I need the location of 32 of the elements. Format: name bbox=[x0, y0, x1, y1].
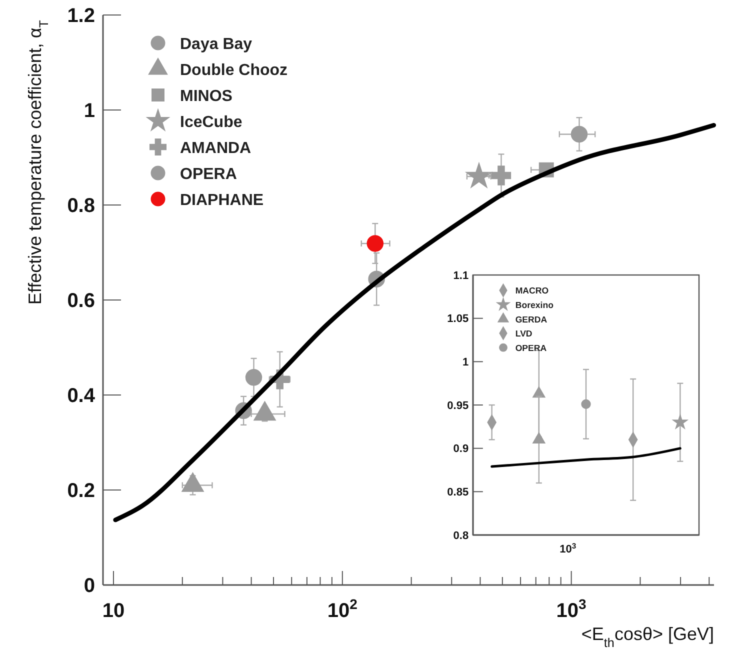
legend-label: DIAPHANE bbox=[180, 192, 264, 209]
y-tick-label: 1 bbox=[84, 100, 95, 122]
x-tick-label: 10 bbox=[102, 600, 125, 622]
y-tick-label: 0.95 bbox=[447, 400, 469, 412]
y-tick-label: 0.4 bbox=[67, 385, 96, 407]
y-tick-label: 0.8 bbox=[67, 195, 95, 217]
annotation: 10$^{3}$ bbox=[560, 541, 576, 556]
legend-label: IceCube bbox=[180, 114, 242, 131]
x-axis-title: <E$_{th}$cosθ> [GeV] bbox=[581, 624, 714, 649]
legend-label: GERDA bbox=[515, 314, 548, 324]
y-tick-label: 0.6 bbox=[67, 290, 95, 312]
legend-label: AMANDA bbox=[180, 140, 252, 157]
y-tick-label: 0.8 bbox=[453, 530, 469, 542]
y-tick-label: 1.2 bbox=[67, 5, 95, 27]
legend-label: Double Chooz bbox=[180, 62, 288, 79]
y-tick-label: 0.9 bbox=[453, 443, 469, 456]
legend-label: OPERA bbox=[180, 166, 238, 183]
legend-label: MACRO bbox=[515, 286, 549, 296]
legend-label: LVD bbox=[515, 328, 532, 339]
y-tick-label: 0.2 bbox=[67, 480, 95, 502]
y-tick-label: 0.85 bbox=[447, 486, 469, 499]
legend-label: Borexino bbox=[515, 300, 554, 310]
line-series bbox=[490, 447, 682, 468]
y-tick-label: 0 bbox=[84, 575, 95, 597]
legend-label: OPERA bbox=[515, 342, 548, 353]
legend-label: Daya Bay bbox=[180, 36, 252, 53]
x-tick-label: 10$^{3}$ bbox=[556, 596, 587, 622]
y-tick-label: 1 bbox=[462, 356, 469, 369]
legend-label: MINOS bbox=[180, 88, 233, 105]
x-tick-label: 10$^{2}$ bbox=[327, 596, 358, 622]
y-tick-label: 1.05 bbox=[447, 313, 469, 326]
y-tick-label: 1.1 bbox=[453, 270, 469, 282]
